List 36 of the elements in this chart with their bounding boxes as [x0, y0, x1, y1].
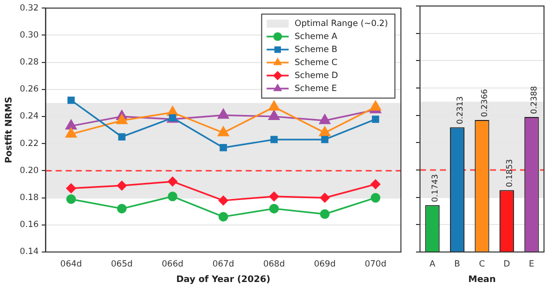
- data-label: 0.2313: [455, 96, 464, 124]
- x-tick-label: 069d: [314, 259, 336, 270]
- data-label: 0.1743: [430, 174, 440, 202]
- legend-label: Scheme A: [294, 32, 338, 42]
- x-tick-label: D: [504, 259, 511, 270]
- data-label: 0.1853: [504, 159, 514, 188]
- x-tick-label: 067d: [212, 259, 234, 270]
- x-tick-label: E: [528, 259, 534, 270]
- legend-label: Scheme D: [294, 70, 339, 81]
- x-axis-title: Mean: [468, 274, 496, 285]
- legend-label: Scheme B: [294, 44, 338, 55]
- x-tick-label: A: [429, 259, 436, 270]
- x-tick-label: 070d: [364, 259, 386, 270]
- data-label: 0.2366: [480, 88, 490, 117]
- x-tick-label: 065d: [111, 259, 133, 270]
- y-tick-label: 0.16: [20, 220, 39, 230]
- x-tick-label: B: [454, 259, 460, 270]
- y-tick-label: 0.20: [20, 166, 39, 176]
- y-axis-title: Postfit NRMS: [4, 96, 15, 164]
- x-tick-label: 064d: [60, 259, 82, 270]
- legend-label: Scheme C: [294, 58, 338, 68]
- legend-label: Scheme E: [294, 84, 337, 94]
- legend-label: Optimal Range (~0.2): [294, 18, 388, 29]
- y-tick-label: 0.32: [20, 3, 39, 14]
- x-tick-label: 068d: [263, 259, 285, 270]
- y-tick-label: 0.14: [20, 247, 39, 258]
- y-tick-label: 0.18: [20, 193, 39, 204]
- data-label: 0.2388: [530, 86, 539, 114]
- x-tick-label: C: [479, 259, 486, 270]
- x-axis-title: Day of Year (2026): [176, 274, 270, 285]
- y-tick-label: 0.24: [20, 112, 39, 122]
- x-tick-label: 066d: [162, 259, 184, 270]
- y-tick-label: 0.22: [20, 138, 39, 149]
- y-tick-label: 0.26: [20, 84, 39, 95]
- y-tick-label: 0.28: [20, 58, 39, 68]
- y-tick-label: 0.30: [20, 30, 39, 40]
